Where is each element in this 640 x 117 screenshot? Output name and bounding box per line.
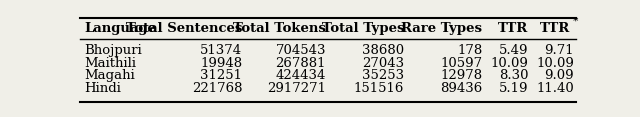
Text: 9.71: 9.71 — [545, 44, 574, 57]
Text: 51374: 51374 — [200, 44, 243, 57]
Text: Rare Types: Rare Types — [401, 22, 483, 35]
Text: 2917271: 2917271 — [267, 82, 326, 95]
Text: 27043: 27043 — [362, 57, 404, 70]
Text: 267881: 267881 — [275, 57, 326, 70]
Text: TTR: TTR — [498, 22, 528, 35]
Text: 19948: 19948 — [200, 57, 243, 70]
Text: Language: Language — [84, 22, 156, 35]
Text: 5.49: 5.49 — [499, 44, 528, 57]
Text: 31251: 31251 — [200, 69, 243, 82]
Text: 5.19: 5.19 — [499, 82, 528, 95]
Text: 178: 178 — [457, 44, 483, 57]
Text: Hindi: Hindi — [84, 82, 121, 95]
Text: Total Types: Total Types — [322, 22, 404, 35]
Text: 704543: 704543 — [275, 44, 326, 57]
Text: 89436: 89436 — [440, 82, 483, 95]
Text: Magahi: Magahi — [84, 69, 134, 82]
Text: 10597: 10597 — [440, 57, 483, 70]
Text: Maithili: Maithili — [84, 57, 136, 70]
Text: Total Tokens: Total Tokens — [233, 22, 326, 35]
Text: *: * — [573, 16, 578, 25]
Text: Bhojpuri: Bhojpuri — [84, 44, 141, 57]
Text: 9.09: 9.09 — [545, 69, 574, 82]
Text: Total Sentences: Total Sentences — [126, 22, 243, 35]
Text: 35253: 35253 — [362, 69, 404, 82]
Text: 424434: 424434 — [276, 69, 326, 82]
Text: 151516: 151516 — [354, 82, 404, 95]
Text: 12978: 12978 — [440, 69, 483, 82]
Text: 11.40: 11.40 — [536, 82, 574, 95]
Text: 10.09: 10.09 — [490, 57, 528, 70]
Text: 221768: 221768 — [192, 82, 243, 95]
Text: 8.30: 8.30 — [499, 69, 528, 82]
Text: TTR: TTR — [540, 22, 570, 35]
Text: 10.09: 10.09 — [536, 57, 574, 70]
Text: 38680: 38680 — [362, 44, 404, 57]
